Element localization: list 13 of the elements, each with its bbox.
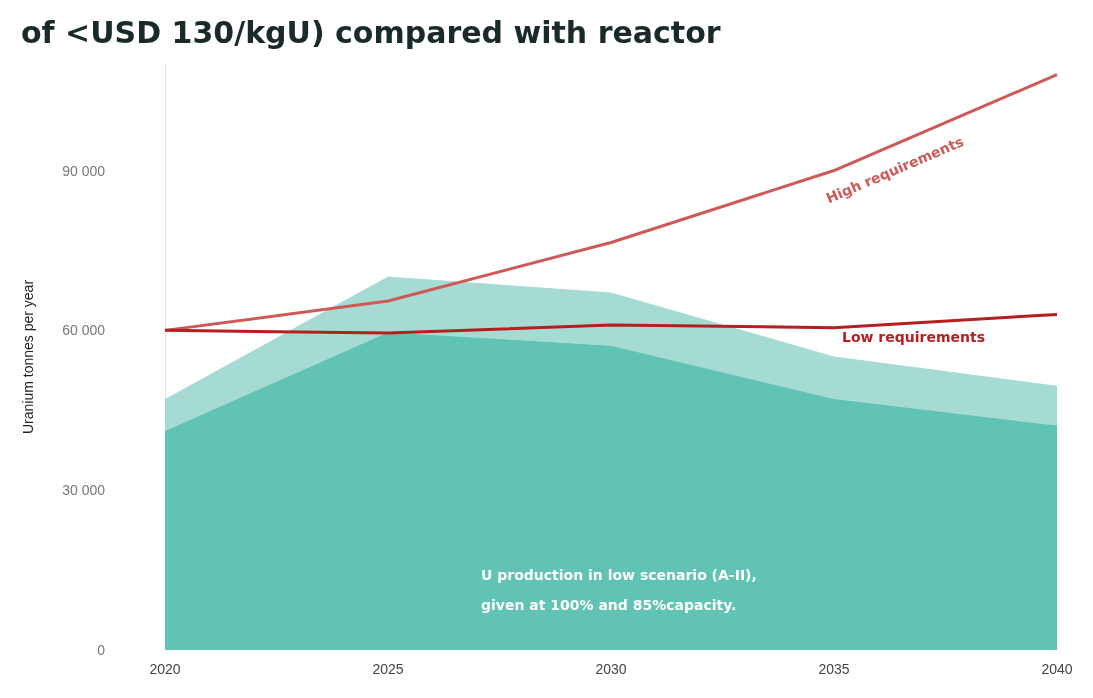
series-label: Low requirements (842, 328, 986, 345)
x-tick-label: 2020 (149, 661, 181, 677)
chart-title: of <USD 130/kgU) compared with reactor (21, 14, 721, 50)
y-tick-label: 60 000 (62, 322, 106, 339)
y-tick-label: 30 000 (62, 482, 106, 499)
y-axis-title: Uranium tonnes per year (20, 279, 36, 435)
y-tick-label: 0 (97, 642, 106, 658)
x-tick-label: 2040 (1041, 661, 1073, 677)
annotation: U production in low scenario (A-II), given at 100% and 85%capacity. (481, 567, 757, 613)
x-tick-label: 2035 (818, 661, 850, 677)
x-tick-label: 2025 (372, 661, 404, 677)
x-tick-label: 2030 (595, 661, 627, 677)
y-tick-label: 90 000 (62, 162, 106, 179)
